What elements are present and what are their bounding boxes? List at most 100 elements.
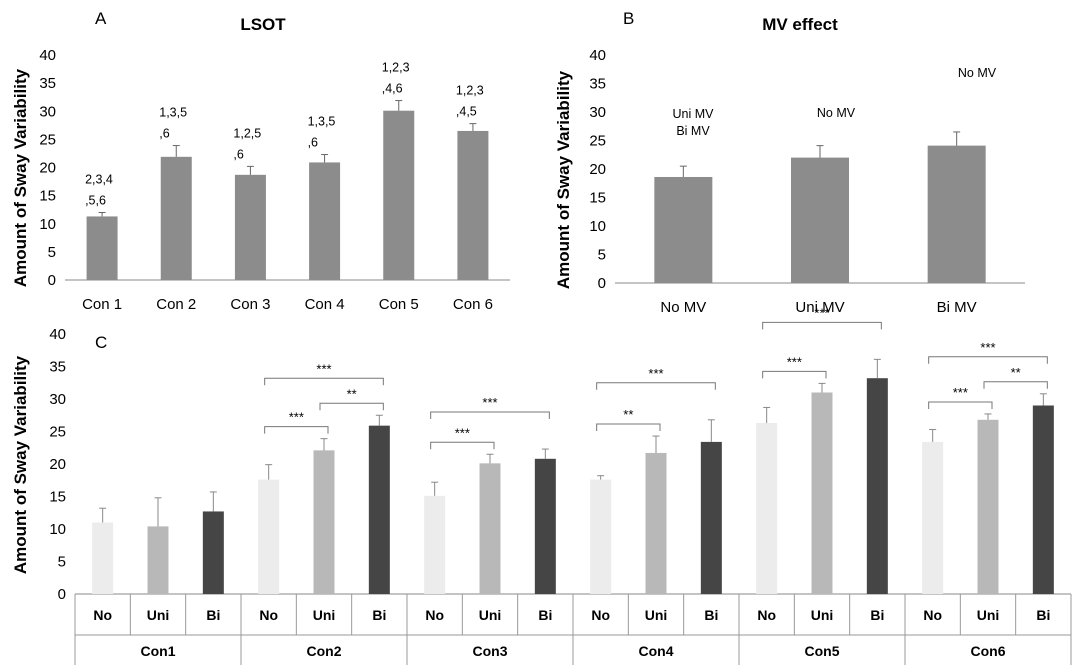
panel-b-category-label: No MV <box>660 299 706 316</box>
panel-c-significance-bracket <box>762 321 882 330</box>
panel-a-significance-note: ,6 <box>308 136 318 150</box>
panel-b-y-tick-label: 10 <box>589 218 606 235</box>
panel-a-bar <box>457 130 489 280</box>
panel-c-subcategory-label: Uni <box>147 607 170 623</box>
panel-c-significance-label: *** <box>482 395 497 410</box>
panel-c-significance-label: *** <box>455 425 470 440</box>
panel-b-y-tick-label: 15 <box>589 190 606 207</box>
panel-a-category-label: Con 2 <box>156 296 196 313</box>
panel-a-significance-note: ,6 <box>233 147 243 161</box>
panel-c-significance-bracket <box>983 381 1048 389</box>
panel-c-subcategory-label: No <box>923 607 942 623</box>
panel-c-significance-bracket <box>264 377 384 386</box>
panel-c-bar <box>756 423 778 594</box>
panel-a-letter: A <box>95 9 107 28</box>
panel-c-significance-label: *** <box>648 366 663 381</box>
panel-c-bar <box>1032 405 1054 594</box>
panel-c-bar <box>811 392 833 594</box>
panel-b-y-tick-label: 0 <box>598 275 606 292</box>
panel-c-bar <box>258 479 280 594</box>
panel-c-bar <box>590 479 612 594</box>
panel-a-plot: 0 5 10 15 20 25 30 35 40 Con 1 2,3,4 ,5,6 Con 2 1,3,5… <box>39 47 510 313</box>
panel-c-subcategory-label: No <box>757 607 776 623</box>
panel-c-subcategory-label: Uni <box>811 607 834 623</box>
panel-c-significance-bracket <box>762 370 827 379</box>
panel-c-bar <box>977 419 999 594</box>
panel-b-bar <box>654 176 713 283</box>
panel-c-y-tick-label: 20 <box>49 456 66 473</box>
panel-c-group-label: Con2 <box>307 643 342 659</box>
panel-a-y-tick-label: 0 <box>48 272 56 289</box>
panel-a-significance-note: ,5,6 <box>85 194 106 208</box>
panel-c-y-tick-label: 35 <box>49 359 66 376</box>
panel-c-subcategory-label: Bi <box>870 607 884 623</box>
panel-c-significance-label: ** <box>623 407 633 422</box>
panel-a-category-label: Con 6 <box>453 296 493 313</box>
panel-c-bar <box>313 450 335 594</box>
panel-c-subcategory-label: Bi <box>372 607 386 623</box>
panel-c-subcategory-label: Uni <box>977 607 1000 623</box>
panel-a-y-tick-label: 25 <box>39 131 56 148</box>
panel-b-title: MV effect <box>762 15 838 34</box>
panel-c-bar <box>202 511 224 594</box>
panel-c-significance-label: *** <box>787 354 802 369</box>
panel-c-significance-bracket <box>928 401 993 409</box>
panel-b-significance-note: No MV <box>817 106 856 120</box>
panel-c-significance-bracket <box>596 423 661 432</box>
panel-c-plot: 0 5 10 15 20 25 30 35 40 No Uni Bi Con1 No Uni Bi Con2 No… <box>49 305 1072 665</box>
panel-b-y-tick-label: 25 <box>589 133 606 150</box>
panel-a-significance-note: ,4,6 <box>382 82 403 96</box>
panel-c-bar <box>147 526 169 594</box>
panel-c-y-tick-label: 40 <box>49 326 66 343</box>
panel-a-y-tick-label: 40 <box>39 47 56 64</box>
panel-c-y-axis-label: Amount of Sway Variability <box>11 355 30 574</box>
panel-c-subcategory-label: No <box>259 607 278 623</box>
panel-c-subcategory-label: Uni <box>479 607 502 623</box>
panel-c-subcategory-label: No <box>591 607 610 623</box>
panel-a-significance-note: ,4,5 <box>456 105 477 119</box>
panel-c-group-label: Con5 <box>805 643 840 659</box>
panel-c-subcategory-label: Bi <box>206 607 220 623</box>
panel-c-bar <box>368 425 390 594</box>
panel-a-y-tick-label: 5 <box>48 244 56 261</box>
panel-a-category-label: Con 4 <box>305 296 345 313</box>
panel-c-subcategory-label: Uni <box>313 607 336 623</box>
panel-b-significance-note: Uni MV <box>673 107 715 121</box>
panel-b-y-axis-label: Amount of Sway Variability <box>554 70 573 289</box>
panel-c-group-label: Con6 <box>971 643 1006 659</box>
panel-a-y-tick-label: 35 <box>39 75 56 92</box>
panel-c-group-label: Con1 <box>141 643 176 659</box>
panel-a-significance-note: 1,2,3 <box>456 84 484 98</box>
panel-c-significance-bracket <box>430 411 550 420</box>
panel-b-y-tick-label: 20 <box>589 161 606 178</box>
panel-a-bar <box>234 174 266 280</box>
panel-a-bar <box>86 216 118 280</box>
panel-a-significance-note: 1,2,3 <box>382 61 410 75</box>
panel-b-significance-note: Bi MV <box>676 124 710 138</box>
panel-c-y-tick-label: 15 <box>49 489 66 506</box>
panel-a-y-tick-label: 15 <box>39 188 56 205</box>
panel-c-significance-label: *** <box>980 340 995 355</box>
panel-b-y-tick-label: 40 <box>589 47 606 64</box>
panel-b-category-label: Uni MV <box>795 299 844 316</box>
panel-b-y-tick-label: 35 <box>589 76 606 93</box>
panel-b-category-label: Bi MV <box>937 299 977 316</box>
panel-c-y-tick-label: 0 <box>58 586 66 603</box>
panel-a-y-tick-label: 10 <box>39 216 56 233</box>
panel-c-bar <box>922 441 944 594</box>
panel-a-significance-note: 1,2,5 <box>233 126 261 140</box>
panel-c-significance-bracket <box>596 382 716 390</box>
panel-a-y-axis-label: Amount of Sway Variability <box>11 68 30 287</box>
panel-a-significance-note: 1,3,5 <box>159 106 187 120</box>
panel-c-y-tick-label: 25 <box>49 424 66 441</box>
panel-a-category-label: Con 5 <box>379 296 419 313</box>
panel-c-group-label: Con4 <box>639 643 674 659</box>
panel-c-significance-bracket <box>430 441 495 450</box>
panel-c-subcategory-label: Bi <box>704 607 718 623</box>
panel-b-plot: 0 5 10 15 20 25 30 35 40 No MV Uni MV Bi MV Uni MV No… <box>589 47 1025 316</box>
panel-c-significance-label: *** <box>289 410 304 425</box>
panel-c-subcategory-label: No <box>425 607 444 623</box>
panel-b-bar <box>927 145 986 283</box>
panel-c-letter: C <box>95 333 107 352</box>
panel-c-significance-bracket <box>319 402 384 411</box>
